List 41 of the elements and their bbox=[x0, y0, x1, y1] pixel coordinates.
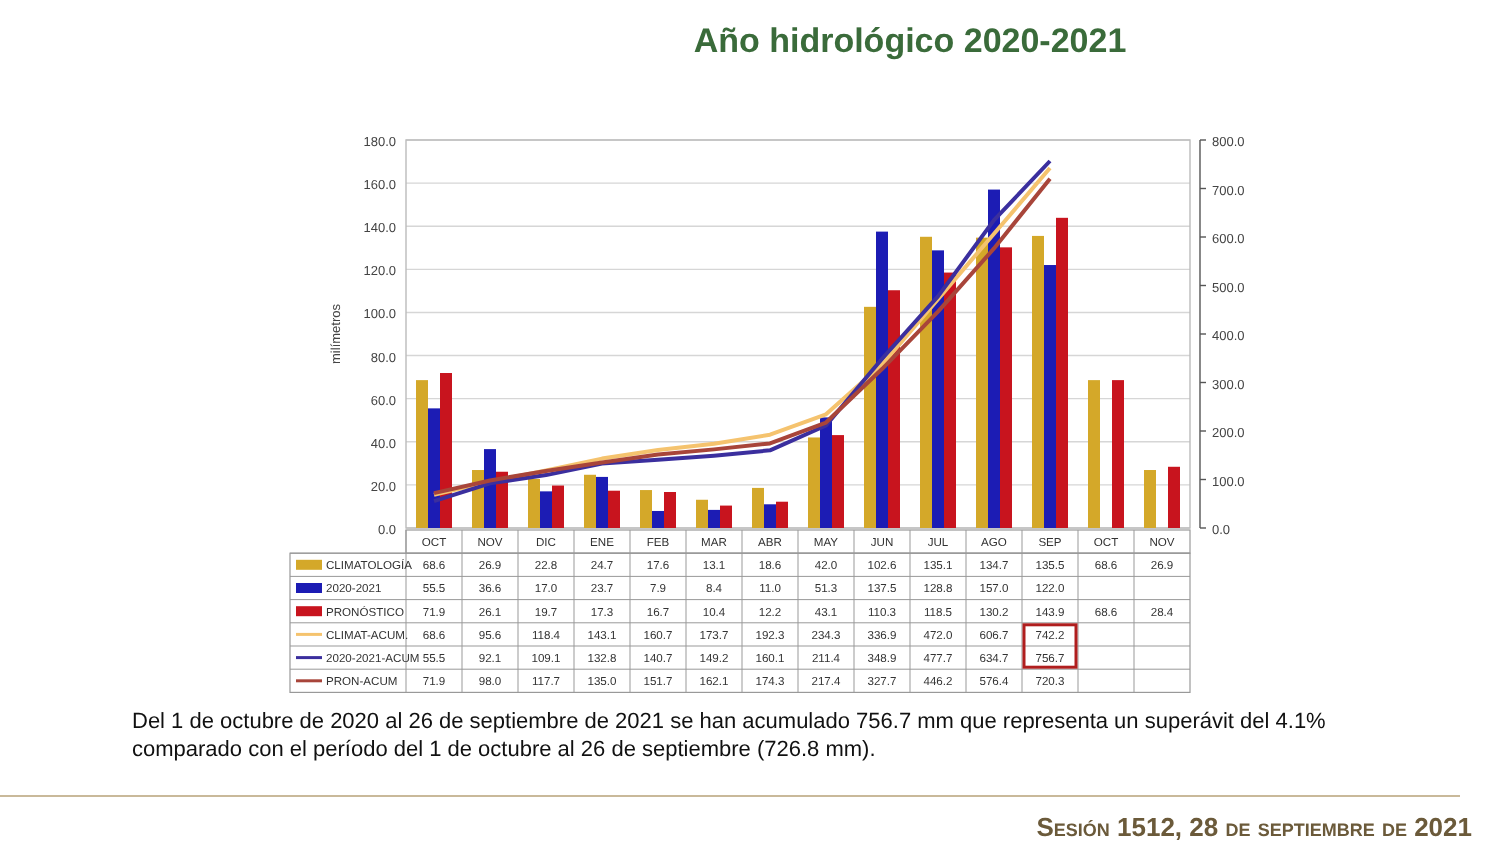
bar bbox=[1112, 380, 1124, 528]
bar bbox=[1144, 470, 1156, 528]
bar bbox=[552, 485, 564, 528]
bar bbox=[864, 306, 876, 528]
chart-title: Año hidrológico 2020-2021 bbox=[693, 22, 1127, 60]
bar bbox=[944, 272, 956, 528]
bar bbox=[664, 492, 676, 528]
text: Del 1 de octubre de 2020 al 26 de septiembre de 2021 se han acumulado 756.7 mm que representa un superávit del 4.1% comparado con el período del 1 de octubre al 26 de septiembre (726.8 mm). bbox=[132, 708, 1328, 764]
bar bbox=[976, 237, 988, 528]
bar bbox=[1088, 380, 1100, 528]
bar bbox=[764, 504, 776, 528]
bar bbox=[652, 510, 664, 528]
text: Sesión 1512, 28 de septiembre de 2021 bbox=[1036, 812, 1472, 842]
bar bbox=[584, 474, 596, 528]
bar bbox=[1044, 265, 1056, 528]
bar bbox=[708, 509, 720, 528]
bar bbox=[696, 499, 708, 528]
bar bbox=[832, 435, 844, 528]
bar bbox=[988, 189, 1000, 528]
bar bbox=[596, 476, 608, 528]
bar bbox=[428, 408, 440, 528]
bar bbox=[1032, 235, 1044, 528]
bar bbox=[932, 250, 944, 528]
bar bbox=[484, 449, 496, 528]
bar bbox=[640, 490, 652, 528]
bar bbox=[876, 231, 888, 528]
bar bbox=[416, 380, 428, 528]
bar bbox=[820, 417, 832, 528]
bar bbox=[720, 505, 732, 528]
bar bbox=[1000, 247, 1012, 528]
bar bbox=[608, 490, 620, 528]
bar bbox=[776, 501, 788, 528]
bar bbox=[440, 373, 452, 528]
bar bbox=[808, 437, 820, 528]
bar bbox=[752, 487, 764, 528]
bar bbox=[540, 491, 552, 528]
bar bbox=[920, 236, 932, 528]
bar bbox=[888, 290, 900, 528]
bar bbox=[1168, 466, 1180, 528]
bar bbox=[1056, 217, 1068, 528]
bar bbox=[528, 478, 540, 528]
